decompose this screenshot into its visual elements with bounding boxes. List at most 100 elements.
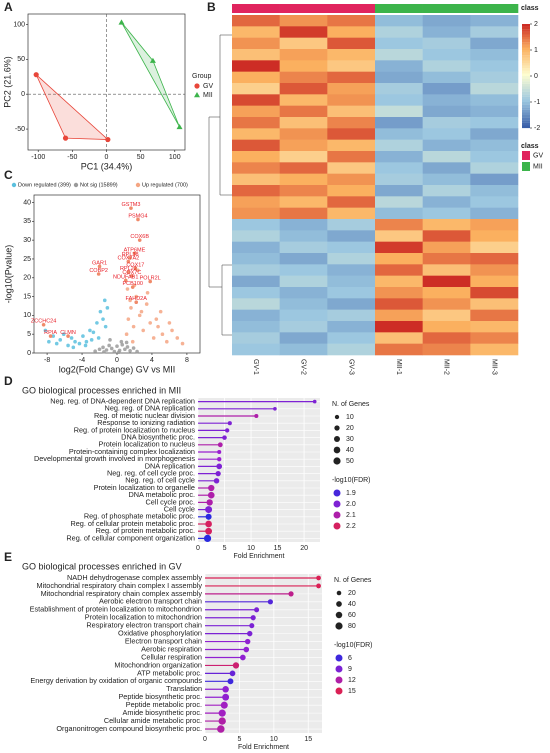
color-legend-dot bbox=[333, 500, 341, 508]
category-label: Aerobic respiration bbox=[141, 644, 202, 653]
heat-cell bbox=[279, 49, 328, 61]
color-legend-dot bbox=[335, 665, 343, 673]
category-label: Protein localization to nucleus bbox=[98, 440, 195, 449]
x-tick-label: -8 bbox=[44, 357, 50, 364]
color-legend-label: 12 bbox=[348, 677, 356, 684]
point bbox=[105, 136, 111, 143]
category-label: Mitochondrial respiratory chain complex … bbox=[37, 581, 203, 590]
heat-cell bbox=[232, 117, 280, 129]
heat-cell bbox=[279, 15, 328, 27]
heat-cell bbox=[422, 287, 471, 299]
heat-cell bbox=[470, 60, 519, 72]
colorbar bbox=[522, 104, 530, 108]
colorbar bbox=[522, 26, 530, 30]
heat-cell bbox=[327, 139, 376, 152]
colorbar bbox=[522, 96, 530, 100]
heat-cell bbox=[470, 309, 519, 322]
x-tick-label: 10 bbox=[270, 736, 278, 743]
legend-label: Up regulated (700) bbox=[142, 182, 188, 188]
heat-cell bbox=[279, 71, 328, 84]
point bbox=[123, 347, 127, 352]
heat-cell bbox=[470, 230, 519, 242]
heat-cell bbox=[470, 105, 519, 118]
heat-cell bbox=[375, 275, 423, 288]
point bbox=[89, 338, 94, 342]
heat-cell bbox=[470, 71, 519, 84]
point bbox=[141, 328, 146, 333]
colorbar-label: 0 bbox=[534, 73, 538, 80]
colorbar bbox=[522, 112, 530, 116]
color-legend-dot bbox=[335, 676, 343, 684]
size-legend-label: 20 bbox=[348, 590, 356, 597]
point bbox=[105, 306, 110, 310]
x-tick-label: 5 bbox=[237, 736, 241, 743]
heat-cell bbox=[327, 94, 376, 106]
size-legend-label: 10 bbox=[346, 414, 354, 421]
heat-cell bbox=[327, 173, 376, 186]
panel-title: GO biological processes enriched in GV bbox=[22, 561, 182, 571]
point bbox=[167, 321, 172, 325]
gene-point bbox=[123, 278, 128, 283]
size-legend-dot bbox=[333, 435, 341, 443]
size-legend-label: 80 bbox=[348, 623, 356, 630]
colorbar bbox=[522, 55, 530, 58]
y-tick-label: 25 bbox=[23, 256, 31, 263]
heat-cell bbox=[279, 321, 328, 333]
y-tick-label: 10 bbox=[23, 312, 31, 319]
x-tick-label: 50 bbox=[137, 154, 145, 161]
dot bbox=[227, 678, 234, 685]
point bbox=[91, 330, 96, 335]
point bbox=[84, 339, 89, 344]
heat-cell bbox=[470, 117, 519, 129]
heat-cell bbox=[327, 309, 376, 322]
point bbox=[180, 341, 185, 346]
heat-cell bbox=[422, 162, 471, 174]
gene-label: COX17 bbox=[126, 262, 144, 268]
x-tick-label: 8 bbox=[185, 357, 189, 364]
heat-cell bbox=[327, 83, 376, 95]
point bbox=[139, 309, 144, 314]
dot bbox=[215, 470, 221, 477]
dot bbox=[205, 506, 213, 514]
point bbox=[129, 306, 133, 310]
point bbox=[116, 350, 121, 355]
gene-point bbox=[133, 266, 138, 271]
dot bbox=[247, 630, 253, 637]
point bbox=[97, 347, 102, 352]
heat-cell bbox=[470, 49, 519, 61]
gene-point bbox=[132, 251, 137, 256]
heat-cell bbox=[375, 321, 423, 333]
gene-label: COX7C bbox=[122, 270, 141, 276]
heat-cell bbox=[279, 219, 328, 231]
group-hull bbox=[35, 74, 109, 140]
point bbox=[148, 321, 152, 325]
dot bbox=[205, 520, 212, 528]
heat-cell bbox=[232, 105, 280, 118]
dot bbox=[288, 591, 294, 597]
color-legend-label: 2.0 bbox=[346, 501, 356, 508]
group-hull bbox=[121, 22, 180, 128]
legend-title: -log10(FDR) bbox=[334, 642, 373, 649]
gene-label: COX7A2 bbox=[117, 256, 139, 262]
colorbar bbox=[522, 70, 530, 74]
heat-cell bbox=[375, 241, 423, 254]
legend-title: class bbox=[521, 143, 539, 150]
dot bbox=[217, 725, 225, 733]
dot bbox=[250, 615, 256, 621]
class-bar bbox=[375, 4, 423, 13]
gene-point bbox=[41, 322, 46, 327]
dot bbox=[213, 478, 220, 484]
legend-title: Group bbox=[192, 73, 212, 80]
heat-cell bbox=[232, 332, 280, 344]
heat-cell bbox=[375, 139, 423, 152]
heat-cell bbox=[232, 151, 280, 163]
point bbox=[112, 349, 117, 354]
legend-label: GV bbox=[533, 152, 543, 159]
category-label: Developmental growth involved in morphog… bbox=[34, 454, 195, 463]
color-legend-dot bbox=[333, 522, 341, 530]
heat-cell bbox=[232, 83, 280, 95]
heat-cell bbox=[232, 15, 280, 27]
category-label: Cell cycle proc. bbox=[146, 497, 195, 506]
point bbox=[170, 328, 174, 333]
heat-cell bbox=[422, 321, 471, 333]
